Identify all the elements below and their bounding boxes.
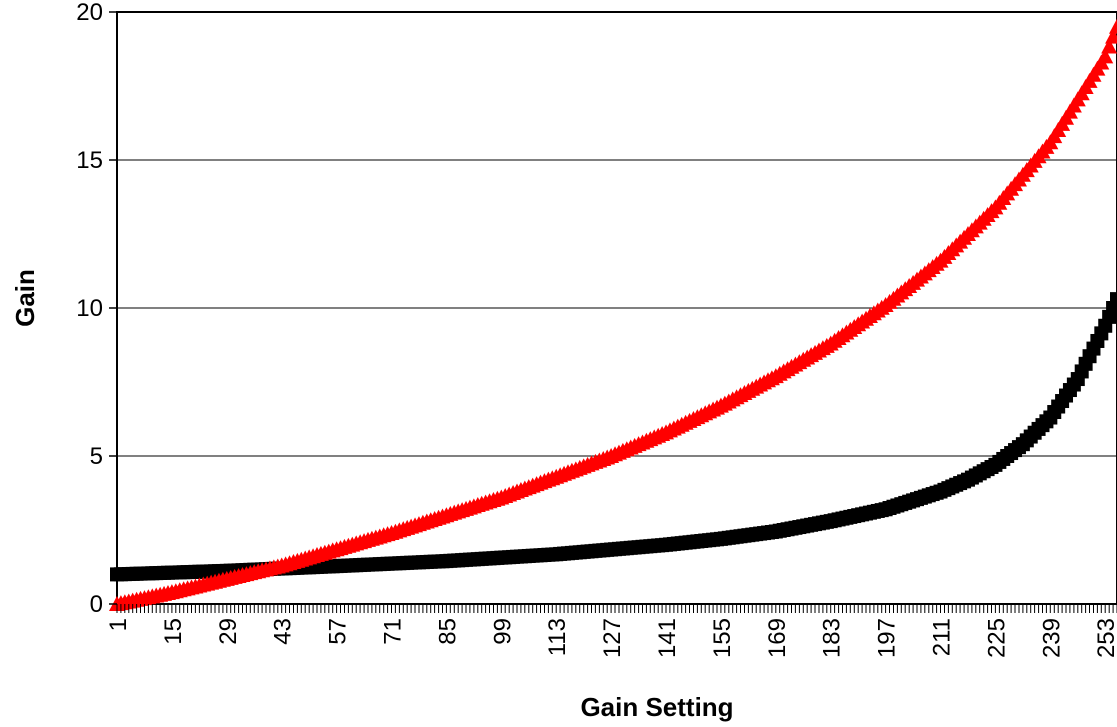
y-tick-label: 20 xyxy=(76,0,103,26)
x-tick-label: 29 xyxy=(215,618,242,645)
data-point xyxy=(1110,292,1117,306)
x-tick-label: 99 xyxy=(489,618,516,645)
x-tick-label: 253 xyxy=(1093,618,1117,658)
x-axis-ticks: 1 15 29 43 57 71 85 99 113 127 141 155 169 183 197 211 2… xyxy=(105,604,1117,658)
series-1 xyxy=(110,292,1117,581)
x-tick-label: 1 xyxy=(105,618,132,631)
x-tick-label: 71 xyxy=(380,618,407,645)
x-tick-label: 85 xyxy=(434,618,461,645)
x-tick-label: 239 xyxy=(1038,618,1065,658)
x-axis-title: Gain Setting xyxy=(580,692,733,722)
x-tick-label: 141 xyxy=(654,618,681,658)
x-tick-label: 225 xyxy=(983,618,1010,658)
x-tick-label: 211 xyxy=(929,618,956,656)
x-tick-label: 169 xyxy=(764,618,791,658)
y-tick-label: 5 xyxy=(90,443,103,470)
x-tick-label: 15 xyxy=(160,618,187,645)
x-tick-label: 127 xyxy=(599,618,626,658)
x-tick-label: 113 xyxy=(544,618,571,656)
y-tick-label: 10 xyxy=(76,295,103,322)
y-tick-label: 15 xyxy=(76,147,103,174)
series-layer xyxy=(109,19,1117,611)
y-axis-title: Gain xyxy=(10,269,40,327)
x-tick-label: 43 xyxy=(270,618,297,645)
x-tick-label: 155 xyxy=(709,618,736,658)
x-tick-label: 57 xyxy=(325,618,352,645)
x-tick-label: 197 xyxy=(874,618,901,658)
x-tick-marks xyxy=(117,604,1117,613)
x-tick-label: 183 xyxy=(819,618,846,658)
y-axis-ticks: 0 5 10 15 20 xyxy=(76,0,117,618)
y-tick-label: 0 xyxy=(90,591,103,618)
data-point xyxy=(1109,19,1117,34)
series-2 xyxy=(109,19,1117,611)
